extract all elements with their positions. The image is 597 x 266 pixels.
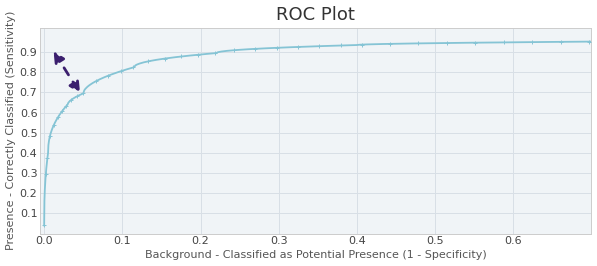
X-axis label: Background - Classified as Potential Presence (1 - Specificity): Background - Classified as Potential Pre… — [145, 251, 487, 260]
Y-axis label: Presence - Correctly Classified (Sensitivity): Presence - Correctly Classified (Sensiti… — [5, 11, 16, 250]
Title: ROC Plot: ROC Plot — [276, 6, 355, 24]
